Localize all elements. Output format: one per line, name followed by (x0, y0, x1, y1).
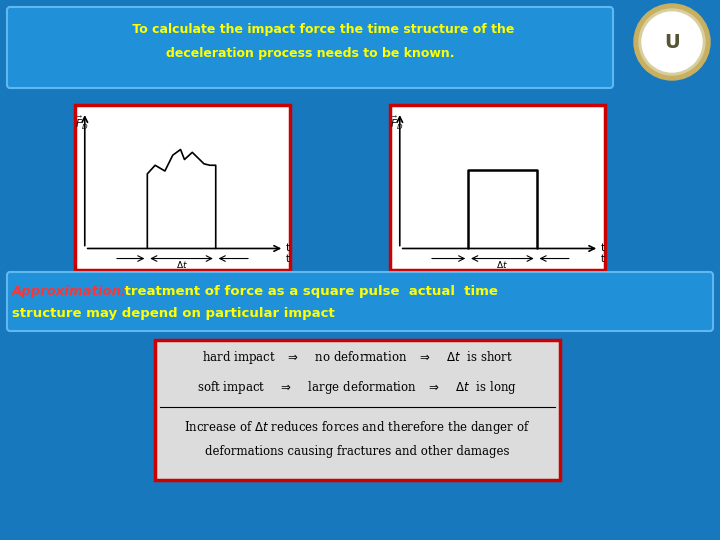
Circle shape (639, 9, 705, 75)
Text: $\vec{F}_D$: $\vec{F}_D$ (390, 115, 403, 132)
Text: hard impact   $\Rightarrow$    no deformation   $\Rightarrow$    $\Delta t$  is : hard impact $\Rightarrow$ no deformation… (202, 348, 513, 366)
Text: t: t (286, 244, 290, 253)
Text: structure may depend on particular impact: structure may depend on particular impac… (12, 307, 335, 321)
Bar (75, 105, 290, 270)
Text: Increase of $\Delta t$ reduces forces and therefore the danger of: Increase of $\Delta t$ reduces forces an… (184, 418, 530, 435)
Text: Approximation:: Approximation: (12, 285, 127, 298)
Circle shape (634, 4, 710, 80)
Bar (155, 340, 560, 480)
Text: $\vec{F}_D$: $\vec{F}_D$ (75, 115, 89, 132)
Text: $\Delta t$: $\Delta t$ (496, 259, 508, 270)
Text: $\Delta t$: $\Delta t$ (176, 259, 187, 270)
Text: deceleration process needs to be known.: deceleration process needs to be known. (166, 46, 454, 59)
Text: U: U (664, 32, 680, 51)
FancyBboxPatch shape (0, 425, 130, 540)
Text: t: t (601, 244, 606, 253)
FancyBboxPatch shape (7, 272, 713, 331)
Text: soft impact    $\Rightarrow$    large deformation   $\Rightarrow$    $\Delta t$ : soft impact $\Rightarrow$ large deformat… (197, 379, 517, 395)
Text: treatment of force as a square pulse  actual  time: treatment of force as a square pulse act… (120, 285, 498, 298)
Text: deformations causing fractures and other damages: deformations causing fractures and other… (204, 446, 509, 458)
Bar (390, 105, 605, 270)
Text: To calculate the impact force the time structure of the: To calculate the impact force the time s… (106, 24, 514, 37)
FancyBboxPatch shape (7, 7, 613, 88)
Text: t: t (286, 253, 290, 264)
Circle shape (642, 12, 702, 72)
Text: t: t (601, 253, 605, 264)
